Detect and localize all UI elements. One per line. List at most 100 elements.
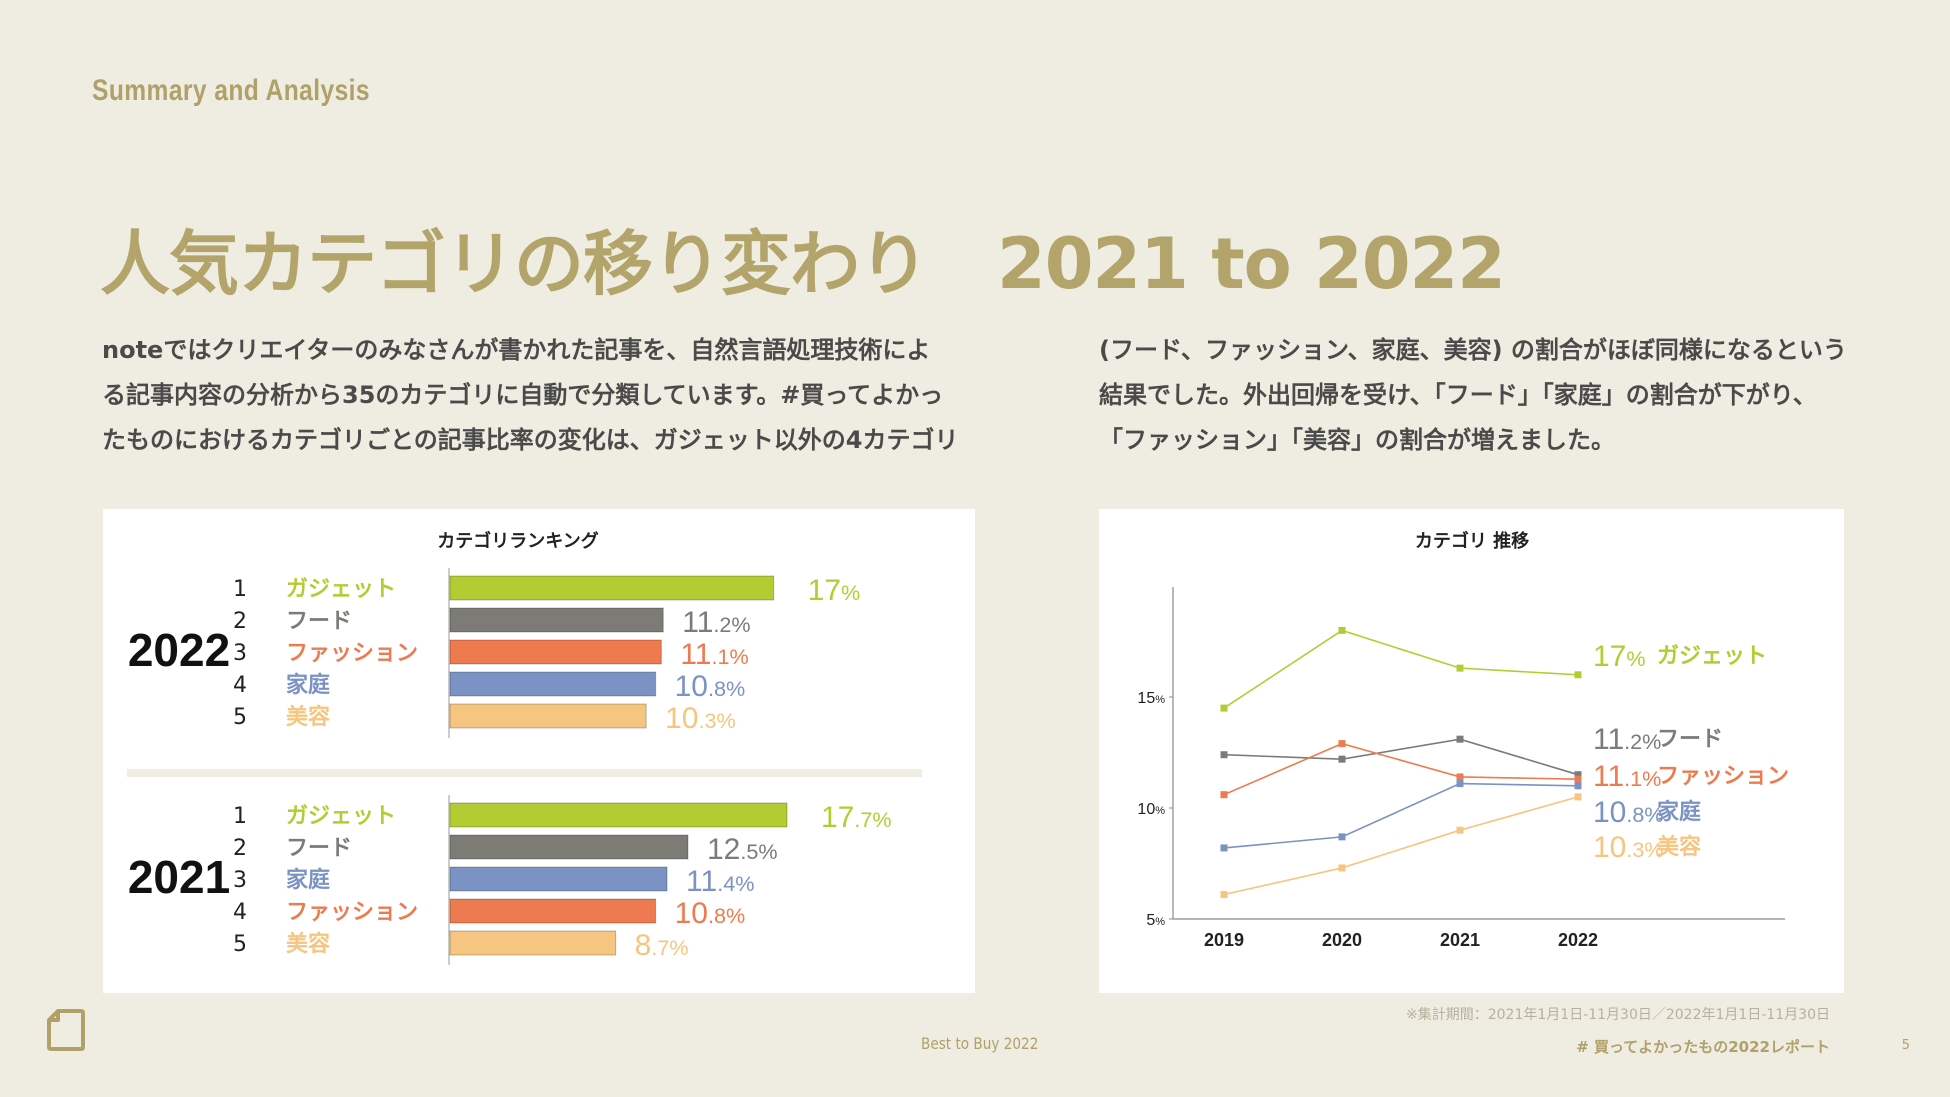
bar-home — [449, 671, 657, 697]
rank-number: 3 — [233, 641, 247, 666]
bar-value-label-food: 12.5% — [707, 833, 778, 866]
series-value-label-beauty-unit: % — [1644, 837, 1663, 862]
data-point-gadget — [1220, 704, 1228, 712]
description-line: たものにおけるカテゴリごとの記事比率の変化は、ガジェット以外の4カテゴリ — [102, 426, 959, 454]
bar-value-label-fashion-unit: % — [726, 903, 745, 928]
bar-gadget — [449, 575, 775, 601]
bar-value-label-fashion-unit: % — [730, 644, 749, 669]
series-value-label-food-fraction: .2 — [1624, 729, 1642, 754]
bar-value-label-food: 11.2% — [682, 606, 750, 639]
bar-value-label-beauty-whole: 8 — [635, 929, 652, 962]
report-hashtag: # 買ってよかったもの2022レポート — [1576, 1038, 1830, 1056]
bar-value-label-fashion-fraction: .1 — [711, 644, 729, 669]
bar-value-label-food-fraction: .5 — [740, 839, 758, 864]
page-number: 5 — [1901, 1038, 1910, 1053]
bar-value-label-beauty-unit: % — [716, 708, 735, 733]
bar-value-label-fashion-whole: 10 — [675, 897, 708, 930]
series-value-label-beauty-fraction: .3 — [1626, 837, 1644, 862]
series-value-label-gadget: 17% — [1593, 640, 1646, 673]
ranking-chart-title: カテゴリランキング — [437, 530, 598, 552]
note-logo-icon — [47, 1009, 85, 1051]
rank-number: 2 — [233, 609, 247, 634]
category-name-home: 家庭 — [286, 867, 330, 893]
bar-fashion — [449, 898, 657, 924]
bar-value-label-beauty-whole: 10 — [665, 702, 698, 735]
series-name-label-fashion: ファッション — [1657, 764, 1789, 789]
series-value-label-beauty: 10.3% — [1593, 831, 1664, 864]
series-value-label-home-unit: % — [1644, 802, 1663, 827]
bar-home — [449, 866, 668, 892]
series-value-label-home-whole: 10 — [1593, 796, 1626, 829]
series-value-label-food-unit: % — [1642, 729, 1661, 754]
bar-value-label-beauty: 10.3% — [665, 702, 736, 735]
data-point-food — [1220, 751, 1228, 759]
series-value-label-fashion-unit: % — [1642, 766, 1661, 791]
series-value-label-fashion-whole: 11 — [1593, 760, 1624, 793]
ranking-chart-panel: カテゴリランキング 2022 1 ガジェット 17% 2 フード 11.2% 3 ファッション 11… — [103, 509, 975, 993]
category-name-gadget: ガジェット — [286, 804, 396, 829]
series-value-label-home: 10.8% — [1593, 796, 1664, 829]
bar-value-label-home-fraction: .4 — [717, 871, 735, 896]
y-tick-value: 15 — [1137, 690, 1155, 707]
series-line-gadget — [1223, 629, 1579, 709]
data-point-gadget — [1338, 626, 1346, 634]
rank-number: 2 — [233, 836, 247, 861]
description-line: 結果でした。外出回帰を受け、「フード」「家庭」の割合が下がり、 — [1099, 381, 1817, 409]
data-point-food — [1574, 771, 1582, 779]
y-tick-value: 5 — [1146, 912, 1155, 929]
description-left: noteではクリエイターのみなさんが書かれた記事を、自然言語処理技術によ る記事… — [102, 328, 958, 463]
series-value-label-gadget-unit: % — [1626, 646, 1645, 671]
series-line-home — [1223, 782, 1579, 849]
bar-value-label-beauty-fraction: .7 — [651, 935, 669, 960]
series-name-label-home: 家庭 — [1657, 799, 1701, 825]
bar-value-label-gadget-unit: % — [872, 807, 891, 832]
bar-value-label-home-fraction: .8 — [708, 676, 726, 701]
y-tick-label: 15% — [1137, 690, 1165, 707]
data-point-gadget — [1574, 671, 1582, 679]
bar-value-label-home-whole: 11 — [686, 865, 717, 898]
bar-value-label-food-whole: 12 — [707, 833, 740, 866]
series-value-label-beauty-whole: 10 — [1593, 831, 1626, 864]
series-value-label-food-whole: 11 — [1593, 723, 1624, 756]
bar-value-label-beauty-unit: % — [669, 935, 688, 960]
bar-value-label-gadget-fraction: .7 — [854, 807, 872, 832]
description-line: noteではクリエイターのみなさんが書かれた記事を、自然言語処理技術によ — [102, 336, 931, 364]
data-point-home — [1456, 780, 1464, 788]
rank-number: 4 — [233, 673, 247, 698]
data-point-food — [1456, 735, 1464, 743]
category-name-beauty: 美容 — [286, 704, 330, 730]
data-point-home — [1338, 833, 1346, 841]
bar-value-label-food-unit: % — [758, 839, 777, 864]
category-name-beauty: 美容 — [286, 931, 330, 957]
bar-value-label-gadget-whole: 17 — [808, 574, 841, 607]
y-tick-unit: % — [1155, 694, 1165, 706]
bar-value-label-fashion-fraction: .8 — [708, 903, 726, 928]
x-tick-label-2020: 2020 — [1322, 930, 1362, 950]
series-line-beauty — [1223, 796, 1579, 896]
series-value-label-fashion-fraction: .1 — [1624, 766, 1642, 791]
series-name-label-gadget: ガジェット — [1657, 644, 1767, 669]
data-point-fashion — [1574, 775, 1582, 783]
bar-beauty — [449, 930, 617, 956]
y-tick-label: 5% — [1146, 912, 1165, 929]
section-label: Summary and Analysis — [92, 74, 371, 107]
bar-value-label-beauty-fraction: .3 — [698, 708, 716, 733]
data-point-beauty — [1456, 826, 1464, 834]
bar-value-label-home-unit: % — [735, 871, 754, 896]
year-label-2022: 2022 — [128, 624, 230, 676]
series-name-label-food: フード — [1657, 727, 1723, 752]
series-value-label-food: 11.2% — [1593, 723, 1661, 756]
bar-value-label-home-whole: 10 — [675, 670, 708, 703]
rank-number: 1 — [233, 804, 247, 829]
data-point-fashion — [1456, 773, 1464, 781]
bar-value-label-beauty: 8.7% — [635, 929, 689, 962]
series-value-label-fashion: 11.1% — [1593, 760, 1661, 793]
y-tick-unit: % — [1155, 916, 1165, 928]
description-line: (フード、ファッション、家庭、美容) の割合がほぼ同様になるという — [1099, 336, 1847, 364]
y-tick-value: 10 — [1137, 801, 1155, 818]
rank-number: 5 — [233, 705, 247, 730]
bar-food — [449, 607, 664, 633]
bar-value-label-gadget: 17% — [808, 574, 861, 607]
bar-value-label-fashion: 11.1% — [680, 638, 748, 671]
